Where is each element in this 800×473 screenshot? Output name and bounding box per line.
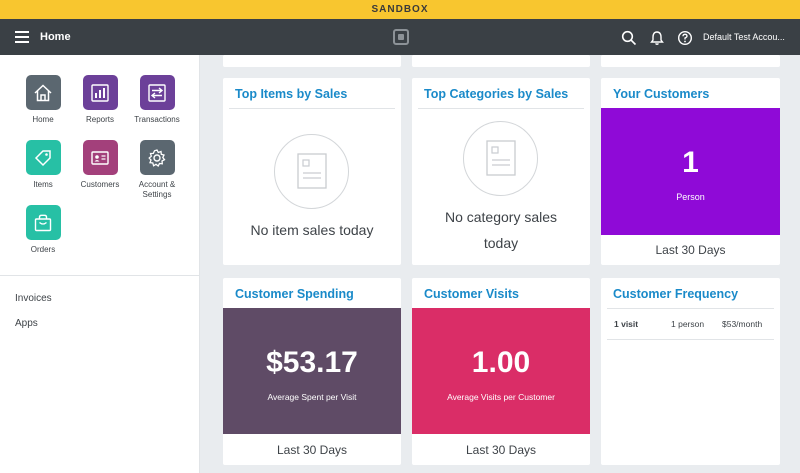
tag-icon bbox=[25, 140, 61, 175]
gear-icon bbox=[139, 140, 175, 175]
empty-state-text: No item sales today bbox=[250, 222, 374, 238]
app-account-settings[interactable]: Account & Settings bbox=[127, 140, 187, 200]
empty-state-icon bbox=[463, 121, 538, 196]
card-title[interactable]: Your Customers bbox=[613, 87, 710, 101]
stat-value: $53.17 bbox=[266, 346, 358, 379]
stat-caption: Average Spent per Visit bbox=[267, 392, 357, 402]
card-top-items: Top Items by Sales No item sales today bbox=[223, 78, 401, 265]
card-divider bbox=[229, 108, 395, 109]
sandbox-banner: SANDBOX bbox=[0, 0, 800, 19]
stat-panel[interactable]: $53.17 Average Spent per Visit bbox=[223, 308, 401, 434]
period-label: Last 30 Days bbox=[276, 443, 348, 457]
id-card-icon bbox=[82, 140, 118, 175]
app-label: Customers bbox=[80, 180, 120, 189]
transfer-icon bbox=[139, 75, 175, 110]
empty-state-text: today bbox=[483, 235, 519, 251]
stat-panel[interactable]: 1.00 Average Visits per Customer bbox=[412, 308, 590, 434]
app-label: Account & Settings bbox=[138, 180, 176, 199]
square-logo-icon[interactable] bbox=[393, 29, 409, 45]
card-partial bbox=[223, 55, 401, 67]
period-label: Last 30 Days bbox=[465, 443, 537, 457]
table-row: 1 visit 1 person $53/month bbox=[607, 308, 774, 340]
frequency-people: 1 person bbox=[671, 319, 705, 329]
card-top-categories: Top Categories by Sales No category sale… bbox=[412, 78, 590, 265]
card-your-customers: Your Customers 1 Person Last 30 Days bbox=[601, 78, 780, 265]
app-transactions[interactable]: Transactions bbox=[127, 75, 187, 125]
card-title[interactable]: Customer Visits bbox=[424, 287, 519, 301]
stat-caption: Person bbox=[676, 192, 705, 202]
app-customers[interactable]: Customers bbox=[70, 140, 130, 190]
app-reports[interactable]: Reports bbox=[70, 75, 130, 125]
bell-icon[interactable] bbox=[649, 30, 665, 46]
sidebar: Home Reports Transactions Items Customer… bbox=[0, 55, 200, 473]
sidebar-divider bbox=[0, 275, 200, 276]
empty-state-icon bbox=[274, 134, 349, 209]
app-label: Items bbox=[33, 180, 53, 189]
page-title: Home bbox=[40, 31, 71, 43]
card-divider bbox=[607, 308, 774, 309]
card-title[interactable]: Customer Spending bbox=[235, 287, 354, 301]
sidebar-link-apps[interactable]: Apps bbox=[15, 318, 38, 329]
app-label: Orders bbox=[30, 245, 56, 254]
card-partial bbox=[412, 55, 590, 67]
card-partial bbox=[601, 55, 780, 67]
bar-chart-icon bbox=[82, 75, 118, 110]
period-label: Last 30 Days bbox=[655, 243, 726, 257]
app-items[interactable]: Items bbox=[13, 140, 73, 190]
empty-state-text: No category sales bbox=[444, 209, 558, 225]
home-icon bbox=[25, 75, 61, 110]
app-orders[interactable]: Orders bbox=[13, 205, 73, 255]
account-menu[interactable]: Default Test Accou... bbox=[703, 32, 785, 42]
shopping-bag-icon bbox=[25, 205, 61, 240]
card-customer-visits: Customer Visits 1.00 Average Visits per … bbox=[412, 278, 590, 465]
stat-value: 1 bbox=[682, 146, 699, 179]
frequency-visits: 1 visit bbox=[614, 319, 639, 329]
card-customer-spending: Customer Spending $53.17 Average Spent p… bbox=[223, 278, 401, 465]
card-title[interactable]: Top Items by Sales bbox=[235, 87, 348, 101]
card-title[interactable]: Customer Frequency bbox=[613, 287, 739, 301]
sidebar-link-invoices[interactable]: Invoices bbox=[15, 293, 52, 304]
stat-panel[interactable]: 1 Person bbox=[601, 108, 780, 235]
stat-caption: Average Visits per Customer bbox=[447, 392, 555, 402]
app-home[interactable]: Home bbox=[13, 75, 73, 125]
card-divider bbox=[418, 108, 584, 109]
card-title[interactable]: Top Categories by Sales bbox=[424, 87, 569, 101]
app-label: Reports bbox=[85, 115, 114, 124]
frequency-amount: $53/month bbox=[722, 319, 763, 329]
stat-value: 1.00 bbox=[471, 346, 531, 379]
search-icon[interactable] bbox=[621, 30, 637, 46]
card-customer-frequency: Customer Frequency 1 visit 1 person $53/… bbox=[601, 278, 780, 465]
menu-icon[interactable] bbox=[15, 31, 29, 43]
top-bar: Home Default Test Accou... bbox=[0, 19, 800, 55]
app-label: Home bbox=[32, 115, 54, 124]
help-icon[interactable] bbox=[677, 30, 693, 46]
app-label: Transactions bbox=[134, 115, 180, 124]
